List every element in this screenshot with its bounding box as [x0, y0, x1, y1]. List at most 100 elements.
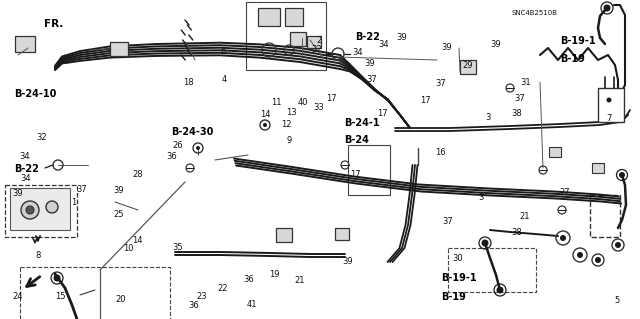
Text: 14: 14 — [132, 236, 143, 245]
Bar — [276, 228, 292, 242]
Circle shape — [21, 201, 39, 219]
Text: 36: 36 — [189, 301, 199, 310]
Text: 11: 11 — [271, 98, 282, 107]
Circle shape — [604, 4, 611, 11]
Text: 39: 39 — [491, 40, 501, 48]
Bar — [110, 42, 128, 56]
Bar — [598, 88, 624, 122]
Text: 41: 41 — [246, 300, 257, 309]
Bar — [258, 8, 280, 26]
Bar — [335, 228, 349, 240]
Text: 37: 37 — [77, 185, 87, 194]
Text: 6: 6 — [220, 47, 225, 56]
Text: 9: 9 — [287, 136, 292, 145]
Text: 19: 19 — [269, 270, 279, 279]
Text: 15: 15 — [56, 292, 66, 301]
Text: 17: 17 — [326, 94, 337, 103]
Bar — [549, 147, 561, 157]
Text: 31: 31 — [521, 78, 531, 87]
Text: B-19-1: B-19-1 — [560, 36, 596, 47]
Text: 39: 39 — [13, 189, 23, 198]
Bar — [307, 36, 321, 48]
Text: 36: 36 — [166, 152, 177, 161]
Text: 33: 33 — [314, 103, 324, 112]
Text: B-22: B-22 — [14, 164, 39, 174]
Circle shape — [46, 201, 58, 213]
Text: 20: 20 — [115, 295, 125, 304]
Text: 39: 39 — [365, 59, 375, 68]
Text: 39: 39 — [113, 186, 124, 195]
Text: 40: 40 — [298, 98, 308, 107]
Text: 24: 24 — [13, 292, 23, 301]
Bar — [348, 145, 390, 195]
Circle shape — [196, 146, 200, 150]
Text: 39: 39 — [342, 257, 353, 266]
Text: 29: 29 — [462, 61, 472, 70]
Text: 14: 14 — [260, 110, 271, 119]
Circle shape — [595, 257, 601, 263]
Text: 17: 17 — [378, 109, 388, 118]
Text: 23: 23 — [196, 292, 207, 301]
Circle shape — [54, 275, 61, 281]
Text: 37: 37 — [515, 94, 525, 103]
Bar — [5, 185, 77, 237]
Bar — [590, 195, 620, 237]
Circle shape — [577, 252, 583, 258]
Text: B-24: B-24 — [344, 135, 369, 145]
Bar — [20, 267, 170, 319]
Bar — [592, 163, 604, 173]
Bar — [290, 32, 306, 46]
Text: B-24-1: B-24-1 — [344, 118, 380, 128]
Text: 16: 16 — [435, 148, 445, 157]
Text: 35: 35 — [173, 243, 183, 252]
Text: 21: 21 — [294, 276, 305, 285]
Text: 1: 1 — [71, 198, 76, 207]
Circle shape — [560, 235, 566, 241]
Text: 3: 3 — [479, 193, 484, 202]
Text: B-24-30: B-24-30 — [172, 127, 214, 137]
Text: 17: 17 — [350, 170, 360, 179]
Text: 13: 13 — [286, 108, 296, 117]
Text: 5: 5 — [614, 296, 620, 305]
Text: B-19: B-19 — [442, 292, 467, 302]
Text: 36: 36 — [243, 275, 253, 284]
Text: 22: 22 — [218, 284, 228, 293]
Text: 37: 37 — [435, 79, 445, 88]
Text: 17: 17 — [420, 96, 431, 105]
Text: 7: 7 — [607, 114, 612, 122]
Text: 34: 34 — [20, 174, 31, 183]
Circle shape — [263, 123, 267, 127]
Bar — [10, 188, 70, 230]
Text: B-19: B-19 — [560, 54, 585, 64]
Circle shape — [497, 286, 504, 293]
Text: 34: 34 — [352, 48, 362, 57]
Text: 21: 21 — [520, 212, 530, 221]
Text: B-19-1: B-19-1 — [442, 272, 477, 283]
Text: 3: 3 — [485, 113, 490, 122]
Text: 26: 26 — [173, 141, 183, 150]
Text: 37: 37 — [443, 217, 453, 226]
Text: 34: 34 — [19, 152, 29, 161]
Bar — [448, 248, 536, 292]
Text: 27: 27 — [559, 189, 570, 197]
Bar — [246, 2, 326, 70]
Circle shape — [26, 206, 34, 214]
Circle shape — [481, 240, 488, 247]
Text: 28: 28 — [132, 170, 143, 179]
Text: 38: 38 — [512, 109, 522, 118]
Text: 38: 38 — [512, 228, 522, 237]
Text: 12: 12 — [282, 120, 292, 129]
Text: 25: 25 — [114, 210, 124, 219]
Text: 10: 10 — [123, 244, 133, 253]
Bar — [285, 8, 303, 26]
Text: 39: 39 — [442, 43, 452, 52]
Circle shape — [619, 172, 625, 178]
Text: 2: 2 — [316, 36, 321, 45]
Text: 32: 32 — [36, 133, 47, 142]
Text: 4: 4 — [221, 75, 227, 84]
Text: B-22: B-22 — [355, 32, 380, 42]
Bar — [460, 60, 476, 74]
Text: 8: 8 — [36, 251, 41, 260]
Text: 34: 34 — [379, 40, 389, 49]
Bar — [15, 36, 35, 52]
